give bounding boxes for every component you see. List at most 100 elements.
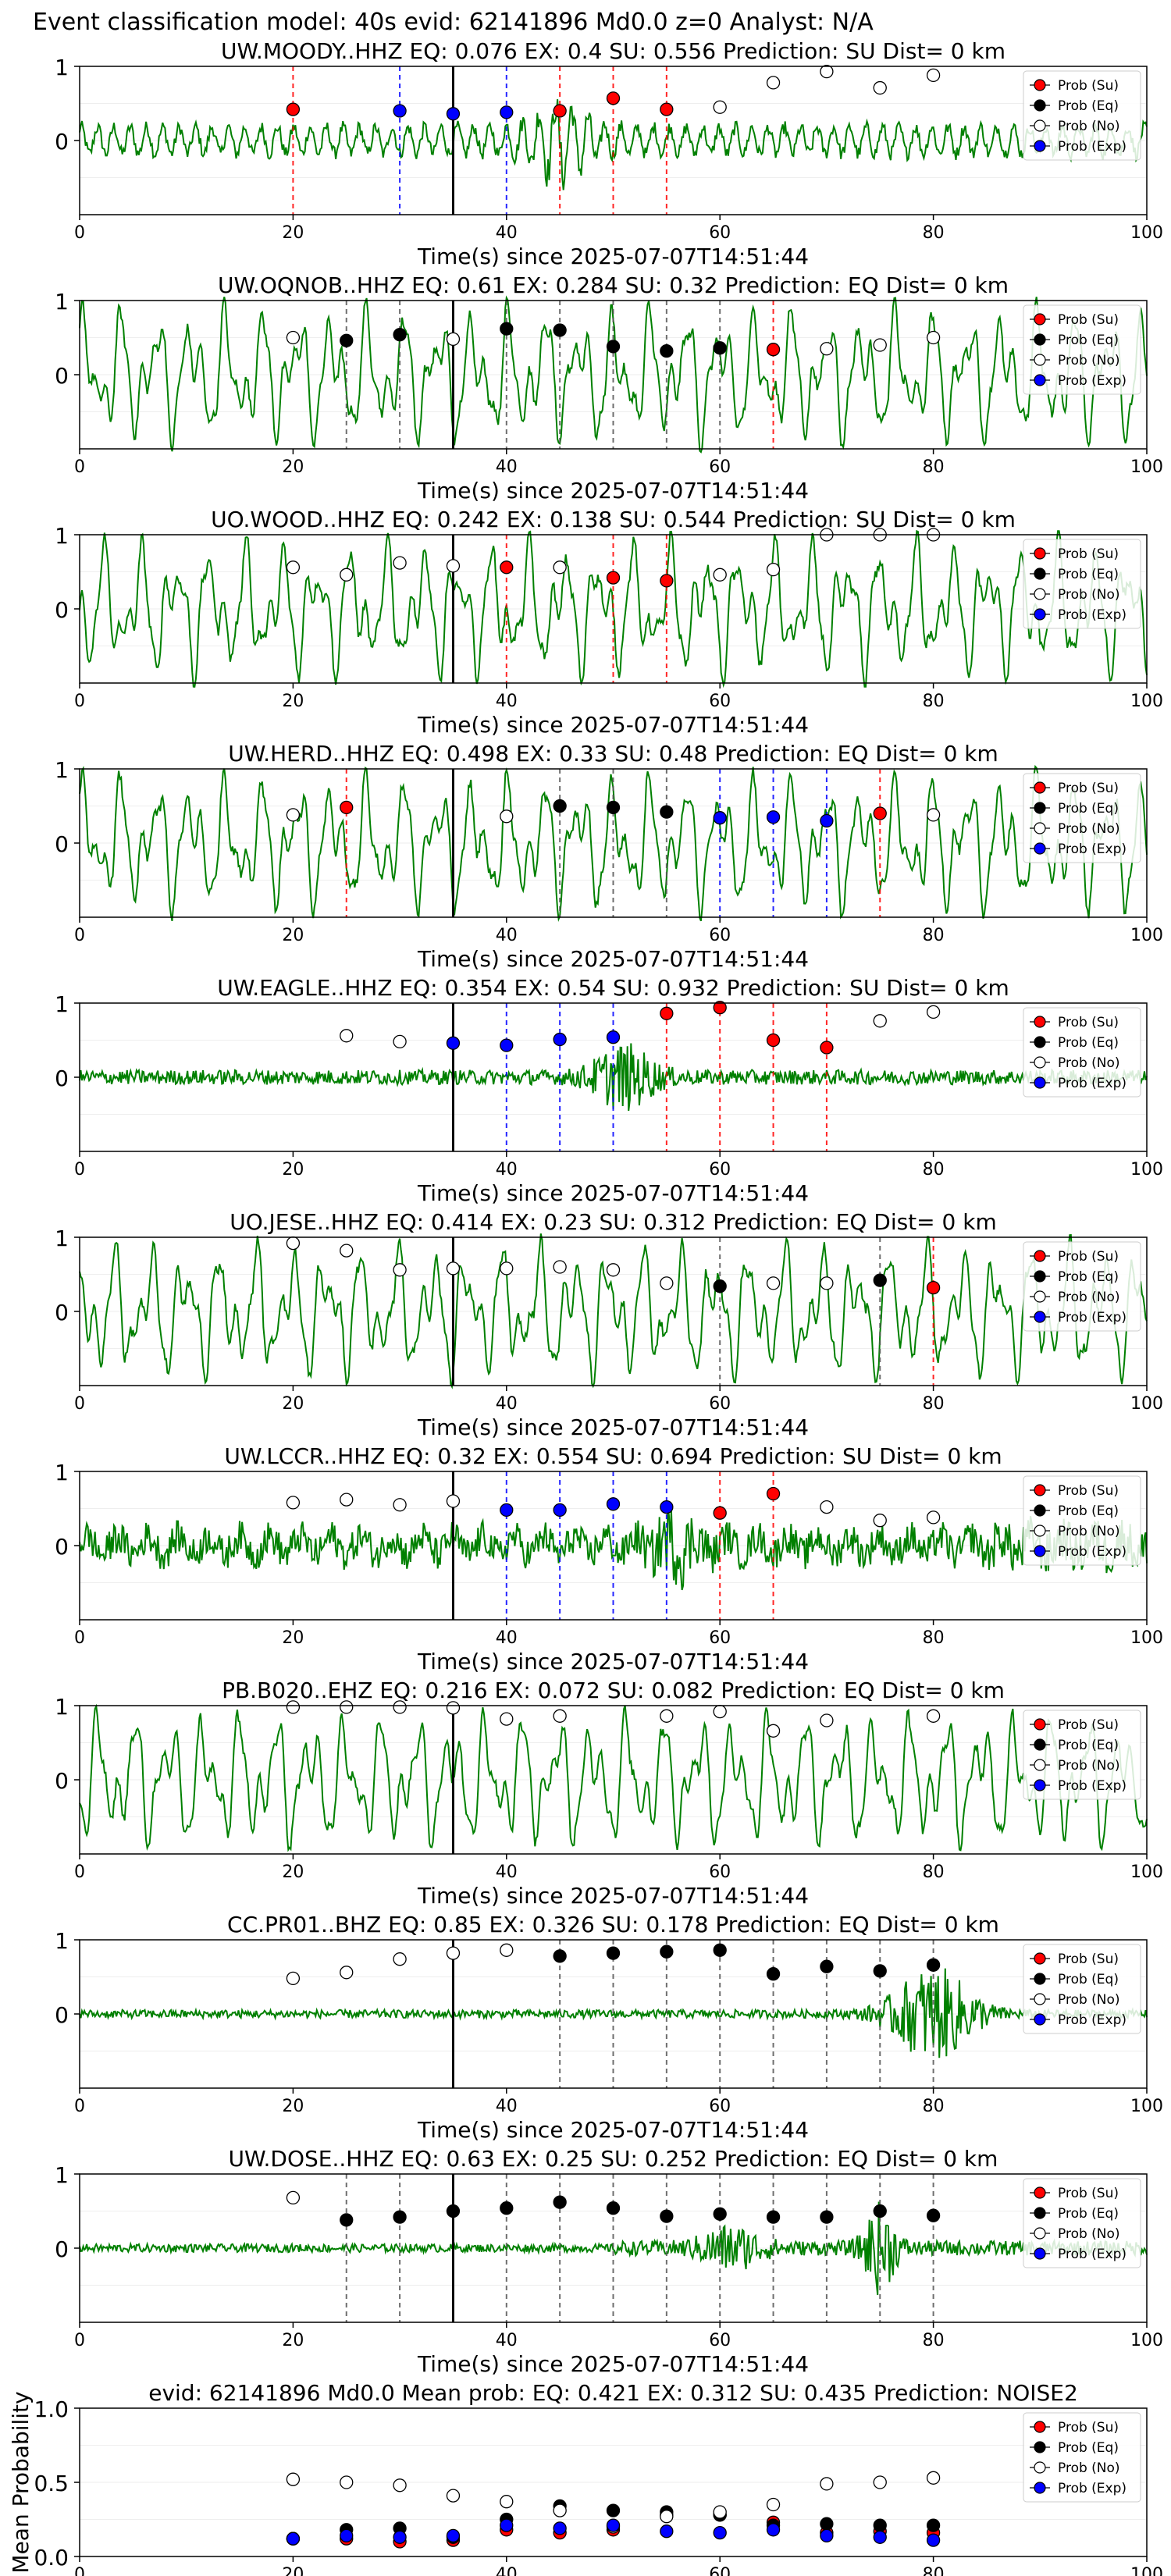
x-tick-label: 20	[282, 223, 304, 243]
x-tick-label: 60	[709, 1160, 731, 1179]
mean-marker-no	[820, 2478, 833, 2490]
mean-marker-no	[393, 2479, 406, 2492]
legend-marker-no	[1034, 823, 1045, 834]
legend-marker-eq	[1034, 2208, 1045, 2218]
y-tick-label: 1	[55, 991, 69, 1017]
y-tick-label: 1	[55, 55, 69, 80]
x-axis-label: Time(s) since 2025-07-07T14:51:44	[417, 2351, 809, 2377]
legend-marker-eq	[1034, 1037, 1045, 1048]
x-tick-label: 80	[923, 2097, 945, 2116]
y-tick-label: 1	[55, 523, 69, 549]
prob-marker-eq	[714, 2208, 726, 2220]
legend-marker-exp	[1034, 1546, 1045, 1557]
legend-marker-no	[1034, 589, 1045, 600]
prob-marker-no	[500, 1944, 513, 1956]
prob-marker-no	[287, 1972, 299, 1984]
prob-marker-eq	[714, 342, 726, 354]
legend-label-eq: Prob (Eq)	[1058, 98, 1119, 114]
x-tick-label: 0	[74, 2331, 85, 2350]
x-tick-label: 80	[923, 1628, 945, 1648]
legend-marker-su	[1034, 2187, 1045, 2198]
x-tick-label: 0	[74, 2565, 85, 2576]
x-tick-label: 40	[496, 692, 518, 711]
prob-marker-su	[660, 575, 673, 587]
legend-label-exp: Prob (Exp)	[1058, 1310, 1127, 1325]
panel-11: evid: 62141896 Md0.0 Mean prob: EQ: 0.42…	[8, 2380, 1163, 2576]
panel-title: evid: 62141896 Md0.0 Mean prob: EQ: 0.42…	[148, 2380, 1078, 2406]
legend-marker-su	[1034, 1016, 1045, 1027]
prob-marker-exp	[393, 105, 406, 117]
legend-label-eq: Prob (Eq)	[1058, 1035, 1119, 1051]
legend-label-exp: Prob (Exp)	[1058, 139, 1127, 155]
prob-marker-su	[660, 1007, 673, 1019]
legend-label-exp: Prob (Exp)	[1058, 2481, 1127, 2496]
prob-marker-exp	[820, 815, 833, 827]
prob-marker-eq	[820, 1960, 833, 1973]
mean-marker-no	[340, 2476, 353, 2489]
panel-title: UO.JESE..HHZ EQ: 0.414 EX: 0.23 SU: 0.31…	[230, 1209, 996, 1235]
panel-6: UO.JESE..HHZ EQ: 0.414 EX: 0.23 SU: 0.31…	[55, 1209, 1163, 1440]
legend-label-eq: Prob (Eq)	[1058, 2440, 1119, 2456]
y-tick-label: 1	[55, 289, 69, 315]
y-tick-label: 1.0	[34, 2396, 69, 2422]
prob-marker-exp	[607, 1498, 620, 1510]
panel-5: UW.EAGLE..HHZ EQ: 0.354 EX: 0.54 SU: 0.9…	[55, 975, 1163, 1206]
mean-marker-no	[287, 2473, 299, 2485]
y-tick-label: 0	[55, 1768, 69, 1794]
legend-label-exp: Prob (Exp)	[1058, 841, 1127, 857]
legend-marker-exp	[1034, 1077, 1045, 1088]
prob-marker-eq	[553, 1950, 566, 1962]
x-tick-label: 0	[74, 1160, 85, 1179]
prob-marker-no	[447, 1702, 459, 1714]
legend-label-no: Prob (No)	[1058, 353, 1120, 368]
prob-marker-eq	[660, 345, 673, 358]
prob-marker-eq	[447, 2205, 459, 2218]
y-tick-label: 1	[55, 1694, 69, 1720]
legend-marker-exp	[1034, 2482, 1045, 2493]
x-tick-label: 100	[1130, 2097, 1163, 2116]
prob-marker-eq	[874, 1274, 886, 1286]
mean-marker-exp	[660, 2525, 673, 2538]
prob-marker-no	[393, 1953, 406, 1966]
legend-marker-exp	[1034, 1311, 1045, 1322]
figure-suptitle: Event classification model: 40s evid: 62…	[33, 9, 874, 36]
panel-4: UW.HERD..HHZ EQ: 0.498 EX: 0.33 SU: 0.48…	[55, 741, 1163, 972]
x-axis-label: Time(s) since 2025-07-07T14:51:44	[417, 1649, 809, 1674]
prob-marker-no	[607, 1264, 620, 1276]
legend-marker-su	[1034, 1719, 1045, 1730]
mean-marker-no	[500, 2496, 513, 2508]
y-tick-label: 0	[55, 831, 69, 857]
legend-marker-no	[1034, 1525, 1045, 1536]
mean-marker-exp	[820, 2529, 833, 2542]
legend-label-no: Prob (No)	[1058, 1992, 1120, 2008]
legend-marker-eq	[1034, 568, 1045, 579]
legend-marker-eq	[1034, 802, 1045, 813]
mean-marker-exp	[927, 2534, 940, 2546]
y-tick-label: 0.0	[34, 2545, 69, 2571]
x-tick-label: 100	[1130, 1863, 1163, 1882]
prob-marker-no	[714, 1706, 726, 1718]
legend-label-no: Prob (No)	[1058, 1055, 1120, 1071]
legend-label-eq: Prob (Eq)	[1058, 2206, 1119, 2222]
prob-marker-no	[340, 1030, 353, 1042]
prob-marker-exp	[500, 1039, 513, 1051]
prob-marker-exp	[500, 106, 513, 119]
prob-marker-no	[500, 1713, 513, 1725]
prob-marker-su	[767, 343, 780, 356]
x-axis-label: Time(s) since 2025-07-07T14:51:44	[417, 1414, 809, 1440]
x-tick-label: 100	[1130, 2331, 1163, 2350]
panel-7: UW.LCCR..HHZ EQ: 0.32 EX: 0.554 SU: 0.69…	[55, 1443, 1163, 1674]
legend-label-no: Prob (No)	[1058, 587, 1120, 603]
prob-marker-su	[714, 1507, 726, 1519]
prob-marker-su	[820, 1041, 833, 1054]
prob-marker-no	[767, 76, 780, 89]
legend-label-eq: Prob (Eq)	[1058, 567, 1119, 582]
x-tick-label: 40	[496, 926, 518, 945]
prob-marker-exp	[660, 1501, 673, 1514]
x-tick-label: 20	[282, 926, 304, 945]
mean-marker-no	[767, 2499, 780, 2511]
y-tick-label: 1	[55, 1226, 69, 1251]
x-tick-label: 100	[1130, 1628, 1163, 1648]
legend-marker-no	[1034, 1759, 1045, 1770]
x-tick-label: 20	[282, 1863, 304, 1882]
